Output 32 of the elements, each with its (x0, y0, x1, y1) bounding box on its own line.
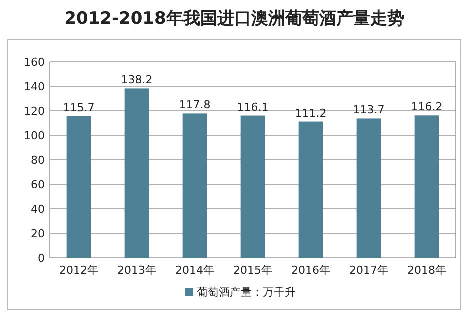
y-tick-label: 0 (38, 252, 45, 265)
bar (356, 118, 382, 258)
y-tick-label: 160 (24, 56, 45, 69)
x-tick-label: 2012年 (60, 264, 98, 277)
data-label: 111.2 (295, 106, 327, 120)
legend-label: 葡萄酒产量：万千升 (197, 286, 296, 299)
data-label: 116.2 (411, 100, 443, 114)
y-tick-label: 20 (31, 228, 45, 240)
data-label: 138.2 (121, 74, 153, 87)
data-label: 115.7 (63, 101, 95, 114)
x-tick-label: 2017年 (350, 264, 388, 277)
y-tick-label: 100 (24, 130, 45, 142)
y-tick-label: 40 (31, 203, 45, 216)
x-tick-label: 2015年 (234, 264, 272, 277)
y-tick-label: 80 (31, 154, 45, 167)
bar (124, 88, 150, 258)
y-tick-label: 120 (24, 105, 45, 118)
y-tick-label: 140 (24, 80, 45, 94)
bar (414, 116, 440, 258)
x-tick-label: 2016年 (292, 264, 330, 277)
data-label: 113.7 (353, 104, 385, 117)
x-tick-label: 2014年 (176, 264, 214, 277)
data-label: 117.8 (179, 98, 211, 112)
x-tick-label: 2013年 (118, 264, 156, 277)
bar (240, 116, 266, 258)
data-label: 116.1 (237, 100, 269, 114)
bar (298, 122, 324, 258)
chart-title: 2012-2018年我国进口澳洲葡萄酒产量走势 (64, 9, 404, 29)
bar (182, 114, 208, 258)
bar (66, 116, 92, 258)
x-tick-label: 2018年 (408, 264, 446, 277)
y-tick-label: 60 (31, 178, 45, 192)
